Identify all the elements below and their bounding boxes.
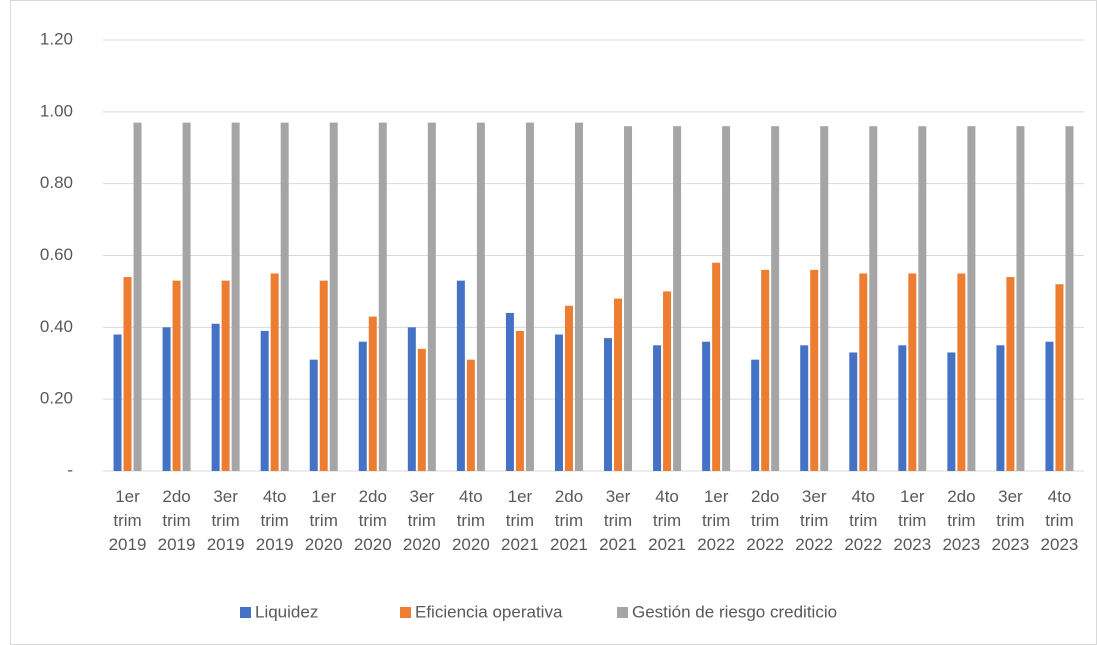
bar	[663, 291, 672, 471]
bar	[918, 126, 927, 471]
bar	[1016, 126, 1025, 471]
x-tick-label: 4to trim 2021	[648, 487, 686, 554]
bar	[182, 122, 191, 471]
bar	[525, 122, 534, 471]
bar	[368, 316, 377, 471]
y-tick-label: -	[67, 460, 73, 479]
legend-label: Liquidez	[255, 602, 318, 621]
bar	[466, 359, 475, 471]
legend-label: Eficiencia operativa	[415, 602, 563, 621]
legend-label: Gestión de riesgo crediticio	[632, 602, 837, 621]
x-tick-label: 3er trim 2021	[599, 487, 637, 554]
x-tick-label: 4to trim 2019	[255, 487, 294, 554]
bar	[820, 126, 829, 471]
bar	[505, 312, 514, 471]
bar	[624, 126, 633, 471]
x-tick-label: 1er trim 2023	[893, 487, 932, 554]
y-tick-label: 0.60	[40, 245, 73, 264]
bar	[1045, 341, 1054, 471]
bar	[771, 126, 780, 471]
bar	[113, 334, 122, 471]
legend-swatch	[400, 607, 411, 618]
bar	[378, 122, 387, 471]
x-tick-label: 2do trim 2019	[157, 487, 196, 554]
x-tick-label: 4to trim 2023	[1040, 487, 1079, 554]
bar	[211, 323, 220, 471]
bar	[427, 122, 436, 471]
x-tick-label: 3er trim 2023	[991, 487, 1030, 554]
bar	[456, 280, 465, 471]
y-tick-label: 1.00	[40, 101, 73, 120]
x-tick-label: 4to trim 2022	[844, 487, 883, 554]
bar	[908, 273, 917, 471]
bar	[123, 277, 132, 471]
bar	[574, 122, 583, 471]
bar	[270, 273, 279, 471]
x-tick-label: 2do trim 2020	[353, 487, 392, 554]
bar	[859, 273, 868, 471]
x-tick-label: 1er trim 2022	[697, 487, 736, 554]
bar	[810, 269, 819, 471]
bar	[162, 327, 171, 471]
bar	[869, 126, 878, 471]
bar	[172, 280, 181, 471]
bar	[417, 348, 426, 471]
bar	[957, 273, 966, 471]
bar	[712, 262, 721, 471]
legend-swatch	[617, 607, 628, 618]
bar	[564, 305, 573, 471]
x-tick-label: 3er trim 2019	[206, 487, 245, 554]
bar	[898, 345, 907, 471]
bar	[751, 359, 760, 471]
bar	[515, 330, 524, 471]
bar	[260, 330, 269, 471]
bar	[329, 122, 338, 471]
bar	[280, 122, 289, 471]
bar	[702, 341, 711, 471]
y-tick-label: 0.40	[40, 317, 73, 336]
y-tick-label: 0.20	[40, 389, 73, 408]
bar	[996, 345, 1005, 471]
bar	[800, 345, 809, 471]
bar	[133, 122, 142, 471]
bar	[309, 359, 318, 471]
bar	[319, 280, 328, 471]
bar	[476, 122, 485, 471]
bar	[1065, 126, 1074, 471]
bar	[221, 280, 230, 471]
x-tick-label: 2do trim 2022	[746, 487, 785, 554]
x-tick-label: 1er trim 2021	[501, 487, 539, 554]
bar	[358, 341, 367, 471]
bar	[231, 122, 240, 471]
bar	[722, 126, 731, 471]
bar	[673, 126, 682, 471]
bar	[1055, 284, 1064, 471]
bar	[947, 352, 956, 471]
bar	[849, 352, 858, 471]
x-tick-label: 1er trim 2019	[108, 487, 147, 554]
bar	[554, 334, 563, 471]
bar	[1006, 277, 1015, 471]
bar	[604, 338, 613, 471]
x-tick-label: 3er trim 2022	[795, 487, 834, 554]
bar	[653, 345, 662, 471]
bar	[967, 126, 976, 471]
x-tick-label: 2do trim 2023	[942, 487, 981, 554]
x-tick-label: 4to trim 2020	[451, 487, 490, 554]
bar	[761, 269, 770, 471]
x-tick-label: 2do trim 2021	[550, 487, 588, 554]
bar	[407, 327, 416, 471]
y-tick-label: 0.80	[40, 173, 73, 192]
x-tick-label: 1er trim 2020	[304, 487, 343, 554]
x-tick-label: 3er trim 2020	[402, 487, 441, 554]
bar	[614, 298, 623, 471]
y-tick-label: 1.20	[40, 29, 73, 48]
legend-swatch	[240, 607, 251, 618]
